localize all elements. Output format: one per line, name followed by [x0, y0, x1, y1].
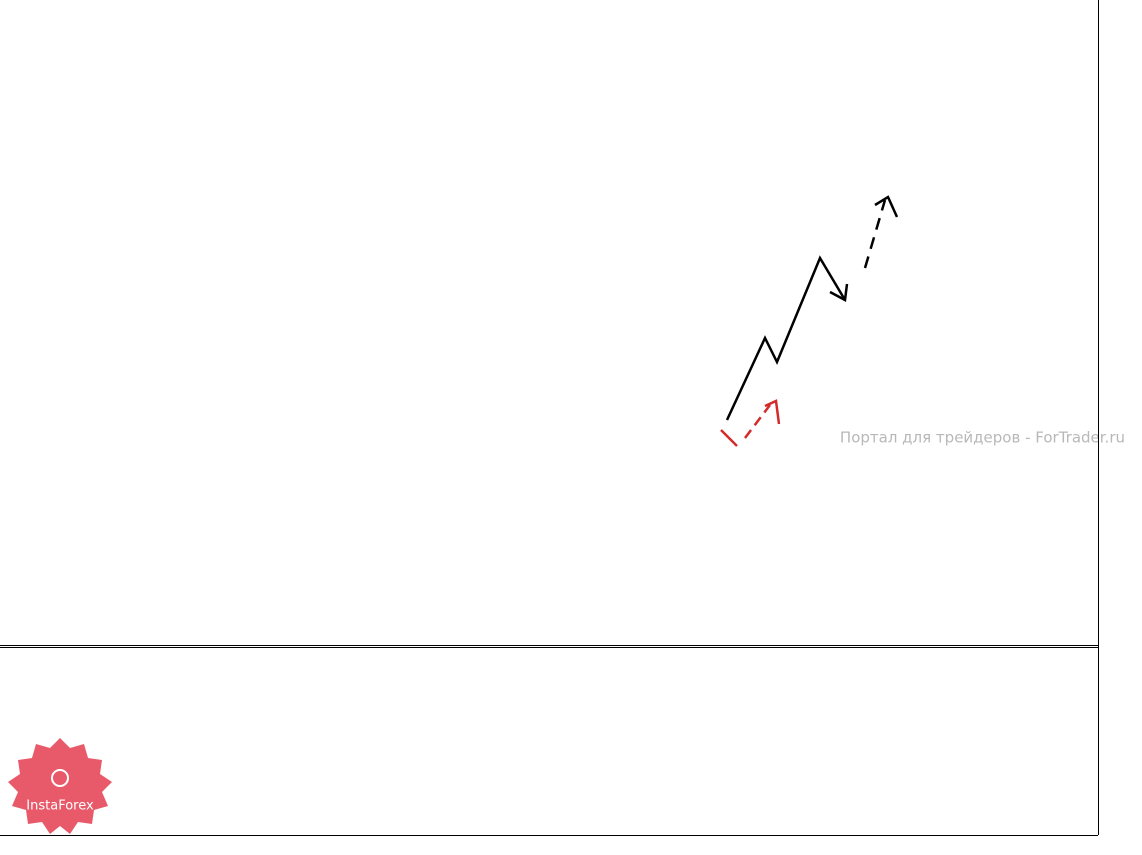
arrow-head [874, 195, 899, 218]
alt-path-dashed [744, 404, 771, 439]
forecast-path-dashed [863, 199, 887, 269]
alt-path [720, 429, 738, 447]
watermark: Портал для трейдеров - ForTrader.ru [840, 429, 1125, 447]
logo: InstaForex [8, 738, 112, 834]
frame [0, 0, 1099, 836]
forecast-path [725, 255, 847, 421]
forecast-arrows [720, 195, 899, 447]
logo-icon [51, 769, 69, 787]
arrow-head [829, 283, 849, 302]
arrow-head [764, 399, 781, 425]
logo-text: InstaForex [26, 799, 94, 814]
